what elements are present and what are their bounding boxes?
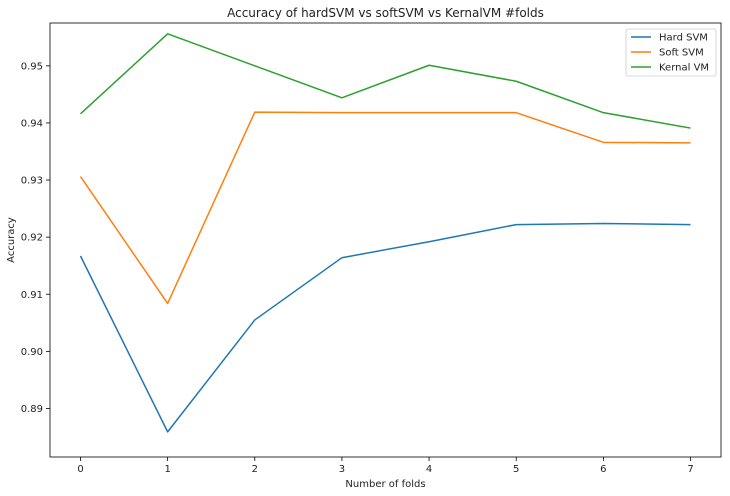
plot-area	[49, 22, 722, 458]
legend-label-hard-svm: Hard SVM	[659, 33, 708, 44]
series-layer	[79, 33, 691, 433]
legend-label-soft-svm: Soft SVM	[659, 48, 704, 59]
y-tick-label: 0.92	[21, 233, 43, 244]
legend: Hard SVM Soft SVM Kernal VM	[625, 28, 717, 77]
x-tick-label: 5	[513, 464, 519, 475]
x-tick-label: 3	[339, 464, 345, 475]
y-tick-label: 0.93	[21, 176, 43, 187]
y-tick-label: 0.95	[21, 61, 43, 72]
y-tick-label: 0.91	[21, 290, 43, 301]
y-tick-label: 0.94	[21, 118, 43, 129]
y-tick-label: 0.89	[21, 404, 43, 415]
series-line-hard-svm	[79, 222, 691, 433]
x-tick-label: 4	[426, 464, 432, 475]
series-line-soft-svm	[79, 111, 691, 305]
legend-label-kernal-vm: Kernal VM	[659, 63, 709, 74]
x-tick-label: 1	[164, 464, 170, 475]
x-tick-label: 0	[77, 464, 83, 475]
x-tick-label: 6	[600, 464, 606, 475]
legend-box	[625, 28, 717, 77]
y-axis-label: Accuracy	[6, 217, 17, 263]
y-axis: 0.89 0.90 0.91 0.92 0.93 0.94 0.95	[21, 61, 50, 415]
series-line-kernal-vm	[79, 33, 691, 129]
y-tick-label: 0.90	[21, 347, 43, 358]
chart-title: Accuracy of hardSVM vs softSVM vs Kernal…	[227, 6, 544, 20]
x-tick-label: 2	[252, 464, 258, 475]
x-tick-label: 7	[687, 464, 693, 475]
x-axis-label: Number of folds	[345, 479, 425, 490]
x-axis: 0 1 2 3 4 5 6 7	[77, 457, 694, 475]
